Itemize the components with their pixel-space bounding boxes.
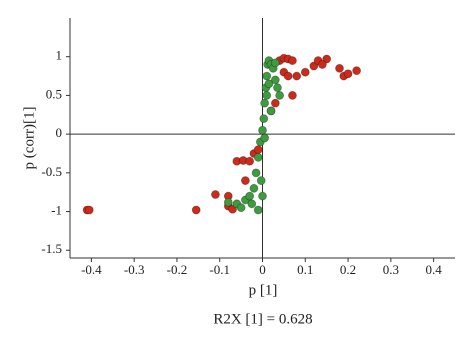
point [236,203,246,213]
point [211,190,220,199]
point [253,152,263,162]
point [264,79,274,89]
x-tick-label: 0 [259,262,266,277]
y-tick-label: 0.5 [46,86,62,101]
point [245,191,255,201]
point [335,63,344,73]
y-tick-label: 1 [56,48,63,63]
y-tick-label: 0 [56,125,63,140]
point [352,66,362,76]
point [249,183,259,193]
x-tick-label: -0.4 [81,262,102,277]
point [288,56,297,65]
point [259,114,269,124]
point [258,125,267,135]
point [84,205,94,215]
point [223,197,233,207]
point [228,204,237,214]
point [317,60,327,69]
x-tick-label: 0.4 [425,262,442,277]
y-tick-label: -1 [51,203,62,218]
point [292,71,302,81]
x-tick-label: 0.2 [340,262,356,277]
point [240,176,250,185]
point [270,75,280,85]
point [260,133,270,143]
point [256,176,266,185]
point [270,58,280,68]
point [275,91,285,100]
x-tick-label: -0.2 [167,262,188,277]
x-tick-label: 0.3 [383,262,399,277]
point [262,71,272,81]
point [251,168,261,178]
point [245,156,255,166]
point [253,205,263,215]
point [258,191,267,201]
point [322,54,332,64]
annotation: R2X [1] = 0.628 [213,311,312,327]
point [191,205,201,215]
point [309,61,319,71]
point [273,83,282,93]
point [270,98,280,108]
y-axis-label: p (corr)[1] [21,107,37,170]
point [262,91,272,100]
point [260,98,270,108]
point [266,106,276,116]
y-tick-label: -1.5 [41,241,62,256]
x-axis-label: p [1] [249,282,278,298]
x-tick-label: -0.3 [124,262,145,277]
point [343,69,353,79]
point [247,199,257,209]
point [288,91,297,100]
point [253,145,263,155]
x-tick-label: -0.1 [209,262,230,277]
point [300,67,310,77]
y-tick-label: -0.5 [41,164,62,179]
x-tick-label: 0.1 [297,262,313,277]
point [283,71,293,81]
